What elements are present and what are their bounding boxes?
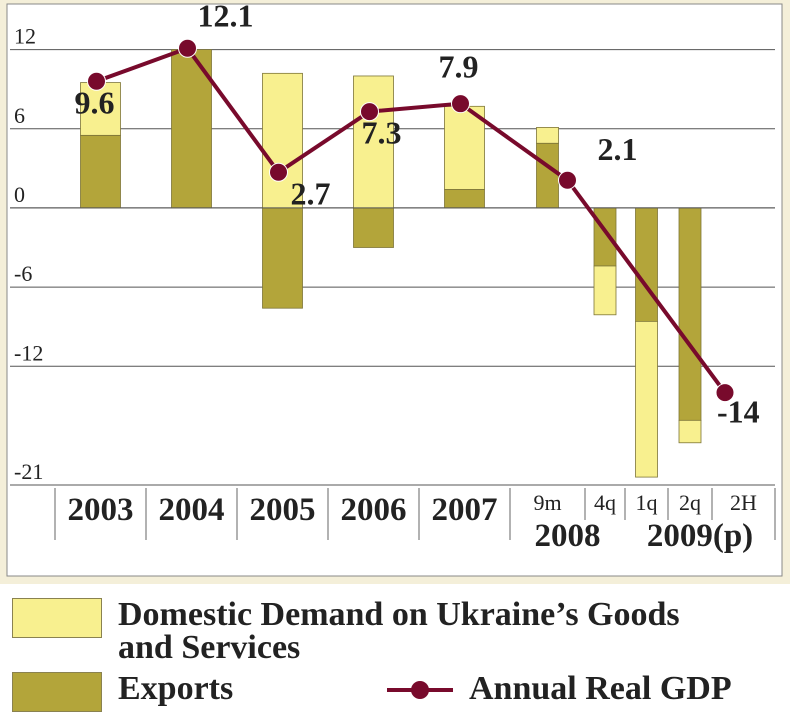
x-group-label: 2009(p) [647, 518, 753, 554]
legend-item: Annual Real GDP [385, 672, 732, 708]
legend-swatch [12, 672, 102, 712]
line-marker [558, 170, 577, 190]
legend-marker [411, 681, 429, 699]
x-tick-label: 2004 [159, 492, 225, 528]
legend-line [387, 681, 453, 699]
bar [678, 207, 702, 421]
bar [536, 142, 559, 209]
y-tick-label: 12 [14, 24, 36, 49]
legend-label: Annual Real GDP [469, 670, 732, 707]
line-marker [360, 102, 379, 122]
bar [593, 265, 617, 316]
bar [444, 189, 485, 209]
bar [635, 207, 658, 322]
bar [353, 207, 394, 248]
bar [593, 207, 617, 267]
bar [536, 127, 559, 144]
y-tick-label: 0 [14, 182, 25, 207]
x-tick-label: 2007 [432, 492, 498, 528]
y-tick-label: -6 [14, 261, 32, 286]
y-tick-label: -21 [14, 459, 43, 484]
data-label: 9.6 [75, 84, 115, 120]
x-tick-label: 2H [730, 490, 757, 515]
line-marker [451, 94, 470, 114]
data-label: 7.3 [362, 115, 402, 151]
bar [171, 49, 212, 209]
x-tick-label: 4q [594, 490, 616, 515]
x-tick-label: 2005 [250, 492, 316, 528]
y-tick-label: -12 [14, 340, 43, 365]
x-tick-label: 2q [679, 490, 701, 515]
line-marker [715, 383, 735, 403]
bar [262, 72, 303, 209]
data-label: 7.9 [439, 49, 479, 85]
bar [444, 105, 485, 190]
bar [262, 207, 303, 309]
bar [635, 320, 658, 478]
x-tick-label: 2003 [68, 492, 134, 528]
plot-frame [6, 3, 783, 577]
bar [80, 82, 121, 136]
bar [80, 134, 121, 209]
data-label: 12.1 [198, 0, 254, 33]
chart: 12 6 0 -6 -12 -21 2003 2004 2005 2006 2007 9m 4q 1q 2q… [6, 0, 783, 577]
line-marker [269, 162, 288, 182]
legend: Domestic Demand on Ukraine’s Goods and S… [0, 584, 790, 715]
line-marker [178, 38, 197, 58]
x-group-label: 2008 [535, 518, 601, 554]
line-marker [87, 71, 106, 91]
legend-item: Exports [12, 672, 233, 712]
legend-label: Domestic Demand on Ukraine’s Goods and S… [118, 596, 680, 666]
legend-label: Exports [118, 670, 234, 707]
x-tick-label: 9m [533, 490, 561, 515]
bar [678, 419, 702, 444]
legend-swatch [12, 598, 102, 638]
x-tick-label: 1q [636, 490, 658, 515]
data-label: -14 [717, 394, 760, 430]
bar [353, 75, 394, 209]
x-tick-label: 2006 [341, 492, 407, 528]
data-label: 2.1 [598, 131, 638, 167]
data-label: 2.7 [291, 175, 331, 211]
y-tick-label: 6 [14, 103, 25, 128]
legend-item: Domestic Demand on Ukraine’s Goods and S… [12, 596, 718, 666]
